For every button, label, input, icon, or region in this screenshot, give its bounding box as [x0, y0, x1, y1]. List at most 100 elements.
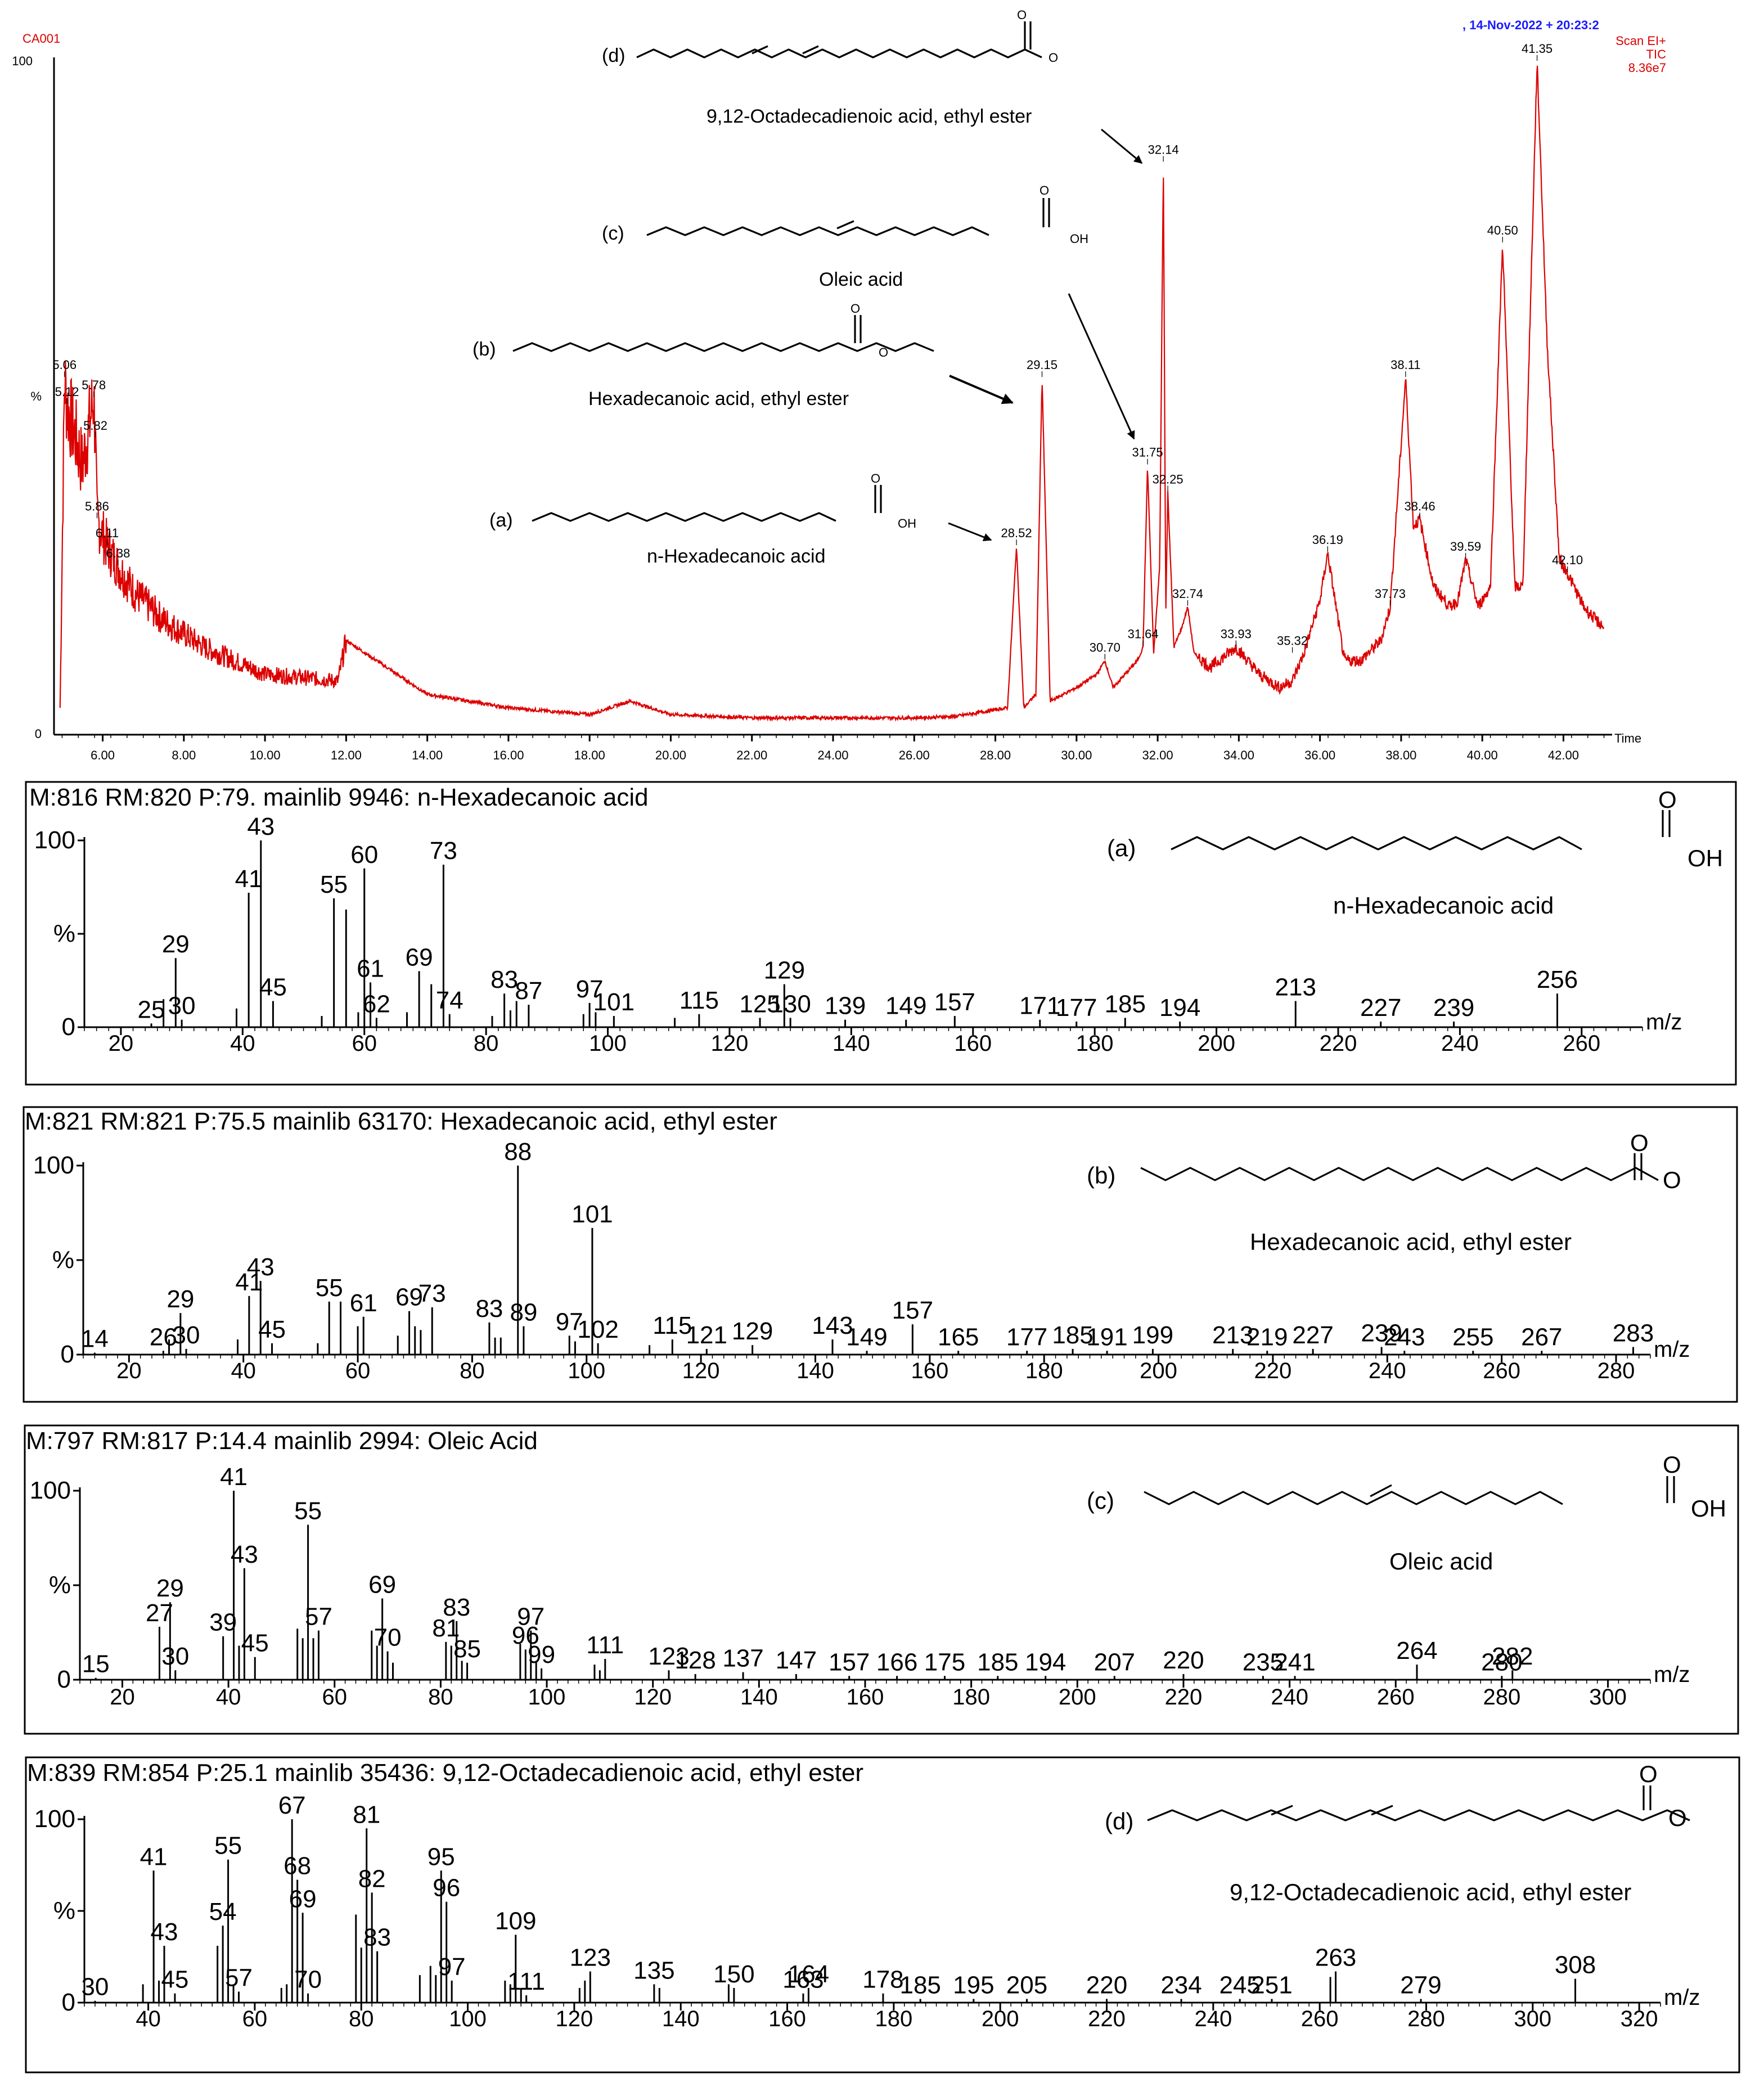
spectrum-x-tick-label: 60: [322, 1685, 348, 1710]
arrow-c: [1068, 293, 1135, 440]
spectrum-peak-label: 69: [368, 1571, 396, 1599]
chromatogram-peak-label: 5.12: [55, 385, 79, 399]
annotation-b: (b) O O Hexadecanoic acid, ethyl ester: [472, 302, 934, 410]
spectrum-peak-label: 137: [722, 1645, 763, 1672]
spectrum-x-tick-label: 120: [634, 1685, 672, 1710]
spectrum-peak-label: 195: [953, 1971, 994, 1999]
spectrum-panel-c: M:797 RM:817 P:14.4 mainlib 2994: Oleic …: [24, 1424, 1739, 1735]
annotation-c-letter: (c): [602, 223, 624, 244]
spectrum-peak-label: 29: [156, 1575, 184, 1602]
spectrum-peak-label: 60: [350, 841, 378, 869]
chromatogram: CA001 100 % 0 Time , 14-Nov-2022 + 20:23…: [12, 8, 1666, 762]
chromatogram-peak-label: 37.73: [1375, 587, 1406, 601]
spectrum-peak-label: 177: [1056, 994, 1097, 1022]
spectrum-x-tick-label: 80: [474, 1031, 499, 1056]
spectrum-y-tick-label: 0: [62, 1989, 75, 2016]
chromatogram-peak-label: 42.10: [1552, 553, 1583, 567]
spectrum-peak-label: 57: [305, 1603, 332, 1631]
spectrum-peak-label: 45: [259, 974, 287, 1001]
spectrum-peak-label: 81: [432, 1614, 460, 1642]
annotation-b-oxygen: O: [850, 302, 860, 316]
spectrum-peak-label: 97: [438, 1953, 466, 1981]
chromatogram-peak-label: 41.35: [1522, 42, 1552, 56]
spectrum-x-tick-label: 80: [460, 1359, 485, 1383]
spectrum-peak-label: 45: [161, 1966, 188, 1994]
spectrum-peak-label: 97: [556, 1308, 583, 1335]
spectrum-peak-label: 171: [1019, 992, 1060, 1020]
annotation-d-name: 9,12-Octadecadienoic acid, ethyl ester: [706, 106, 1032, 127]
chromatogram-x-tick-label: 10.00: [250, 748, 281, 762]
spectrum-peak-label: 175: [924, 1648, 965, 1676]
spectrum-peak-label: 54: [209, 1898, 237, 1926]
spectrum-peak-label: 96: [433, 1874, 460, 1902]
chromatogram-header-tic: TIC: [1646, 47, 1667, 61]
spectrum-peak-label: 97: [576, 975, 604, 1003]
chromatogram-peak-label: 39.59: [1450, 539, 1481, 554]
spectrum-peak-label: 39: [209, 1609, 237, 1636]
spectrum-panel-b: M:821 RM:821 P:75.5 mainlib 63170: Hexad…: [22, 1106, 1738, 1403]
chromatogram-peak-label: 5.86: [85, 499, 109, 513]
arrow-b: [949, 375, 1014, 404]
spectrum-x-axis-label: m/z: [1664, 1985, 1700, 2010]
spectrum-y-tick-label: 0: [62, 1013, 75, 1041]
spectrum-x-tick-label: 320: [1621, 2007, 1658, 2031]
spectrum-peak-label: 194: [1159, 994, 1200, 1022]
spectrum-x-tick-label: 180: [952, 1685, 990, 1710]
spectrum-peak-label: 123: [570, 1944, 611, 1972]
spectrum-x-tick-label: 60: [242, 2007, 268, 2031]
annotation-a-hydroxyl: OH: [898, 516, 916, 530]
spectrum-x-tick-label: 140: [832, 1031, 870, 1056]
spectrum-x-tick-label: 240: [1369, 1359, 1406, 1383]
spectrum-peak-label: 165: [938, 1323, 979, 1351]
chromatogram-x-axis-label: Time: [1614, 731, 1641, 745]
spectrum-peak-label: 191: [1086, 1323, 1127, 1351]
spectrum-panel-a-frame: [25, 781, 1737, 1086]
spectrum-peak-label: 83: [490, 966, 518, 993]
spectrum-c-plot: 100% 0 20 40 60 80 100 120 140 160 180 200 220 240 260…: [30, 1463, 1690, 1710]
spectrum-peak-label: 157: [829, 1648, 870, 1676]
spectrum-peak-label: 43: [231, 1541, 258, 1568]
spectrum-peak-label: 57: [225, 1964, 253, 1991]
spectrum-peak-label: 255: [1452, 1323, 1493, 1351]
chromatogram-x-tick-label: 28.00: [980, 748, 1011, 762]
spectrum-peak-label: 185: [977, 1648, 1018, 1676]
spectrum-peak-label: 102: [577, 1316, 618, 1343]
spectrum-peak-label: 150: [713, 1960, 754, 1988]
spectrum-x-tick-label: 60: [345, 1359, 371, 1383]
chromatogram-header-intensity: 8.36e7: [1628, 61, 1666, 75]
spectrum-peak-label: 149: [885, 992, 926, 1020]
spectrum-peak-label: 199: [1132, 1321, 1173, 1349]
chromatogram-trace: [59, 65, 1604, 722]
spectrum-peak-label: 89: [510, 1299, 537, 1326]
spectrum-peak-label: 30: [173, 1321, 200, 1349]
spectrum-peak-label: 234: [1160, 1971, 1202, 1999]
spectrum-x-tick-label: 120: [711, 1031, 749, 1056]
annotation-c-name: Oleic acid: [819, 269, 903, 290]
spectrum-peak-label: 213: [1275, 974, 1316, 1001]
spectrum-x-tick-label: 220: [1254, 1359, 1292, 1383]
spectrum-peak-label: 55: [316, 1274, 343, 1302]
spectrum-peak-label: 239: [1433, 994, 1474, 1022]
spectrum-x-tick-label: 300: [1589, 1685, 1627, 1710]
spectrum-peak-label: 219: [1246, 1323, 1288, 1351]
spectrum-peak-label: 239: [1361, 1320, 1402, 1347]
spectrum-y-tick-label: 100: [30, 1477, 71, 1504]
spectrum-d-structure: [1147, 1785, 1690, 1821]
spectrum-b-letter: (b): [1087, 1162, 1115, 1189]
chromatogram-peak-label: 38.46: [1405, 499, 1436, 513]
arrow-a: [948, 522, 992, 542]
spectrum-x-tick-label: 120: [682, 1359, 720, 1383]
spectrum-peak-label: 99: [528, 1641, 555, 1668]
spectrum-panel-d-frame: [25, 1756, 1740, 2073]
spectrum-peak-label: 97: [517, 1603, 544, 1631]
spectrum-y-tick-label: 100: [33, 1152, 74, 1179]
chromatogram-peak-label: 33.93: [1221, 627, 1252, 641]
spectrum-peak-label: 69: [406, 943, 433, 971]
spectrum-peak-label: 27: [146, 1599, 173, 1627]
spectrum-x-tick-label: 100: [449, 2007, 487, 2031]
spectrum-x-tick-label: 140: [740, 1685, 778, 1710]
spectrum-peak-label: 55: [294, 1497, 322, 1524]
spectrum-x-tick-label: 20: [110, 1685, 135, 1710]
spectrum-b-header: M:821 RM:821 P:75.5 mainlib 63170: Hexad…: [25, 1108, 777, 1135]
